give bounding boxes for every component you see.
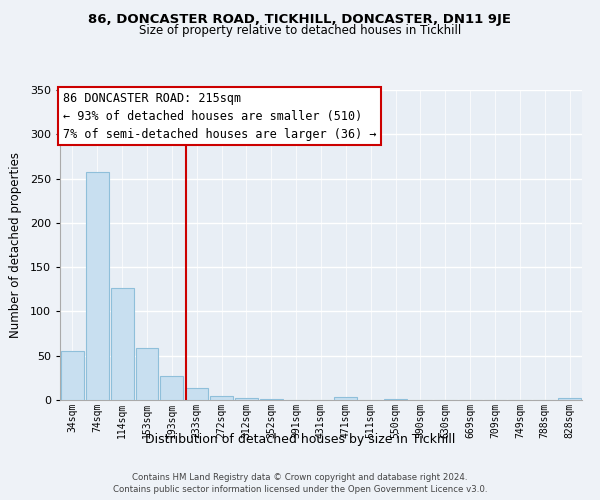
Bar	[61, 352, 84, 400]
Text: Contains HM Land Registry data © Crown copyright and database right 2024.: Contains HM Land Registry data © Crown c…	[132, 472, 468, 482]
Bar	[185, 388, 208, 400]
Bar	[86, 172, 109, 400]
Text: 86, DONCASTER ROAD, TICKHILL, DONCASTER, DN11 9JE: 86, DONCASTER ROAD, TICKHILL, DONCASTER,…	[89, 12, 511, 26]
Text: Size of property relative to detached houses in Tickhill: Size of property relative to detached ho…	[139, 24, 461, 37]
Bar	[160, 376, 183, 400]
Bar	[558, 398, 581, 400]
Bar	[384, 399, 407, 400]
Bar	[334, 398, 357, 400]
Bar	[260, 399, 283, 400]
Bar	[235, 398, 258, 400]
Bar	[210, 396, 233, 400]
Text: 86 DONCASTER ROAD: 215sqm
← 93% of detached houses are smaller (510)
7% of semi-: 86 DONCASTER ROAD: 215sqm ← 93% of detac…	[62, 92, 376, 140]
Bar	[136, 348, 158, 400]
Text: Contains public sector information licensed under the Open Government Licence v3: Contains public sector information licen…	[113, 485, 487, 494]
Y-axis label: Number of detached properties: Number of detached properties	[8, 152, 22, 338]
Text: Distribution of detached houses by size in Tickhill: Distribution of detached houses by size …	[145, 432, 455, 446]
Bar	[111, 288, 134, 400]
